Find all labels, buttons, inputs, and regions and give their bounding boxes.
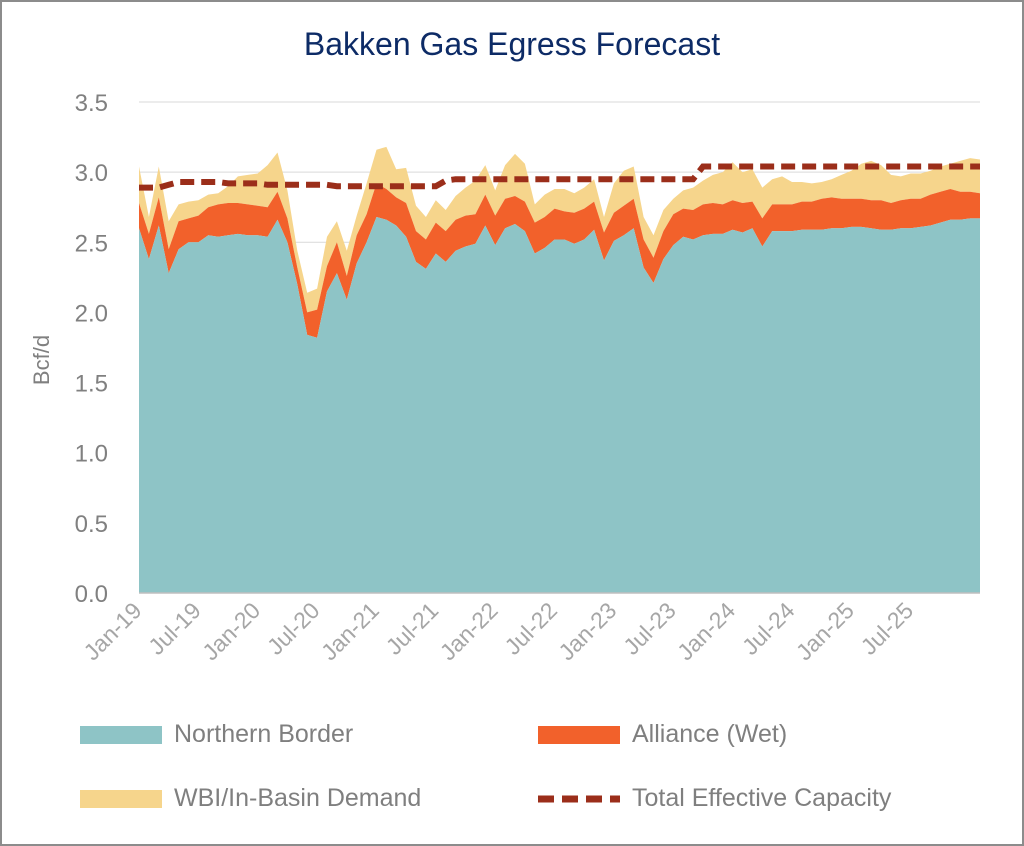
legend-item-alliance: Alliance (Wet) xyxy=(538,720,787,749)
y-tick-label: 2.0 xyxy=(75,300,108,327)
legend-label-northern-border: Northern Border xyxy=(174,720,354,748)
legend-swatch-northern-border xyxy=(80,725,162,744)
x-tick-label: Jul-20 xyxy=(262,597,325,660)
legend-item-capacity: Total Effective Capacity xyxy=(538,784,891,813)
area-northern-border xyxy=(139,217,980,593)
y-tick-label: 0.5 xyxy=(75,511,108,538)
x-tick-label: Jul-23 xyxy=(618,597,681,660)
legend-swatch-wbi xyxy=(80,789,162,808)
x-tick-label: Jul-19 xyxy=(143,597,206,660)
x-tick-label: Jul-22 xyxy=(499,597,562,660)
x-tick-label: Jan-24 xyxy=(672,597,740,665)
y-tick-label: 0.0 xyxy=(75,581,108,608)
legend-swatch-alliance xyxy=(538,725,620,744)
x-tick-label: Jan-23 xyxy=(553,597,621,665)
legend-item-northern-border: Northern Border xyxy=(80,720,353,749)
x-tick-label: Jul-21 xyxy=(381,597,444,660)
x-tick-label: Jan-21 xyxy=(316,597,384,665)
x-tick-label: Jan-25 xyxy=(791,597,859,665)
y-tick-label: 1.5 xyxy=(75,371,108,398)
legend-label-capacity: Total Effective Capacity xyxy=(632,784,892,812)
chart-title: Bakken Gas Egress Forecast xyxy=(303,26,721,62)
line-total-effective-capacity xyxy=(139,163,980,191)
y-tick-label: 3.0 xyxy=(75,160,108,187)
y-tick-label: 3.5 xyxy=(75,90,108,117)
legend-item-wbi: WBI/In-Basin Demand xyxy=(80,784,421,813)
x-tick-label: Jul-24 xyxy=(737,597,800,660)
legend-swatch-capacity xyxy=(538,790,620,808)
x-tick-label: Jan-22 xyxy=(435,597,503,665)
x-tick-label: Jan-20 xyxy=(197,597,265,665)
y-tick-label: 1.0 xyxy=(75,441,108,468)
chart-plot-area: 0.00.51.01.52.02.53.03.5Jan-19Jul-19Jan-… xyxy=(75,90,980,665)
area-alliance-wet xyxy=(139,183,980,338)
legend-label-alliance: Alliance (Wet) xyxy=(632,720,788,748)
legend-label-wbi: WBI/In-Basin Demand xyxy=(174,784,422,812)
y-tick-label: 2.5 xyxy=(75,230,108,257)
x-tick-label: Jul-25 xyxy=(856,597,919,660)
area-wbi-in-basin-demand xyxy=(139,146,980,313)
